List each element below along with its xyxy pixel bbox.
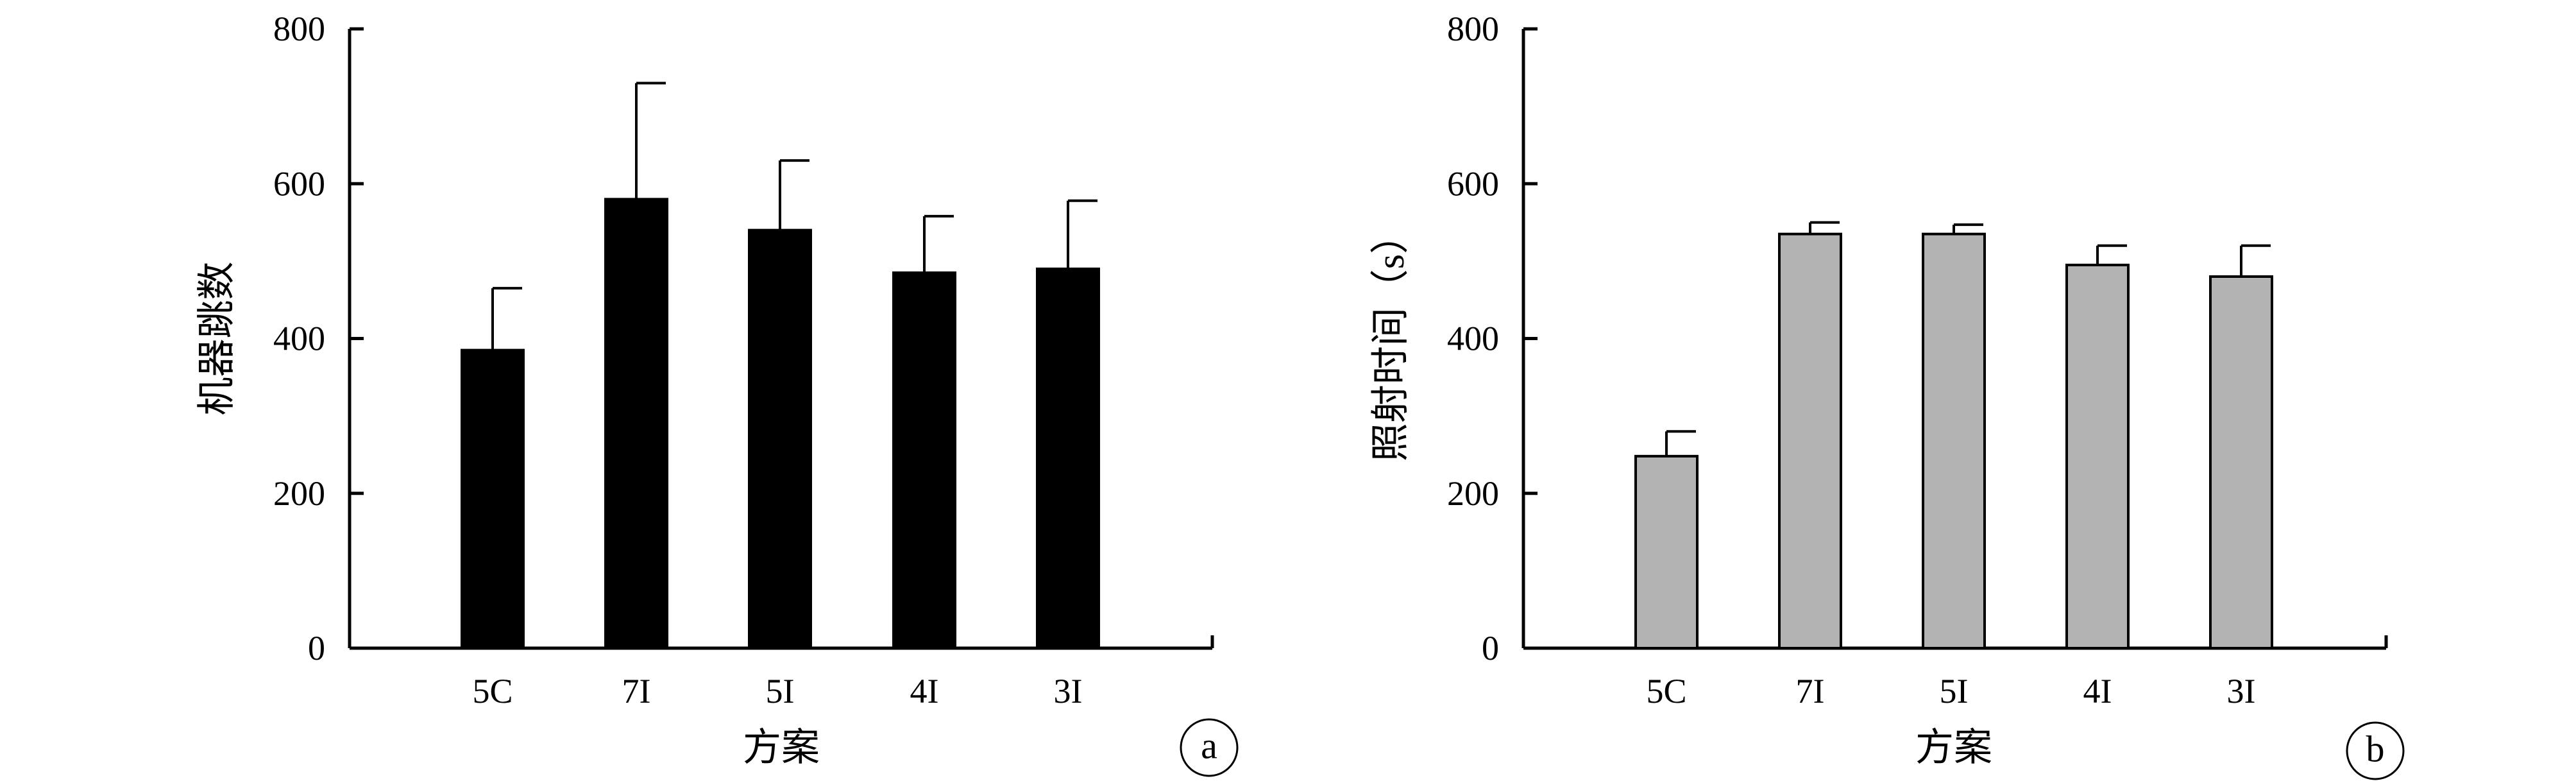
y-axis-title-b: 照射时间（s） (1369, 216, 1412, 461)
panel-label-a: a (1201, 725, 1217, 767)
y-tick-label: 800 (1447, 10, 1499, 48)
panel-label-badge-b (2346, 721, 2405, 780)
chart-panel-a: 机器跳数 方案 a 0 200 400 600 800 5C 7I 5I 4I 3I (196, 10, 1239, 777)
x-tick-label: 3I (1054, 672, 1083, 710)
panel-label-b: b (2366, 728, 2385, 770)
x-tick-label: 7I (622, 672, 651, 710)
y-tick-label: 200 (273, 474, 325, 513)
bar-3I (1036, 267, 1100, 649)
y-tick-label: 400 (273, 320, 325, 358)
y-tick-label: 0 (308, 629, 325, 667)
bar-7I (604, 198, 668, 649)
x-tick-label: 5C (472, 672, 513, 710)
y-tick-label: 0 (1482, 629, 1499, 667)
panel-label-badge-a (1180, 718, 1239, 777)
x-tick-label: 4I (2083, 672, 2112, 710)
y-tick-label: 400 (1447, 320, 1499, 358)
y-axis-title-a: 机器跳数 (196, 262, 238, 416)
bar-4I (892, 271, 956, 649)
x-tick-label: 4I (910, 672, 939, 710)
x-axis-title-b: 方案 (1915, 726, 1992, 769)
bar-5I (1922, 232, 1986, 649)
x-tick-label: 5I (766, 672, 795, 710)
bar-4I (2065, 263, 2130, 649)
y-tick-label: 600 (1447, 164, 1499, 203)
x-tick-label: 5C (1646, 672, 1686, 710)
x-axis-title-a: 方案 (743, 726, 820, 769)
x-tick-label: 5I (1940, 672, 1969, 710)
bar-5C (1634, 454, 1699, 649)
y-tick-label: 600 (273, 164, 325, 203)
bar-5I (748, 228, 812, 649)
bar-7I (1778, 232, 1842, 649)
y-tick-label: 800 (273, 10, 325, 48)
x-tick-label: 3I (2227, 672, 2256, 710)
y-tick-label: 200 (1447, 474, 1499, 513)
bar-5C (461, 348, 525, 649)
x-tick-label: 7I (1796, 672, 1825, 710)
chart-panel-b: 照射时间（s） 方案 b 0 200 400 600 800 5C 7I 5I 4I 3I (1369, 10, 2405, 780)
bar-3I (2209, 275, 2273, 649)
